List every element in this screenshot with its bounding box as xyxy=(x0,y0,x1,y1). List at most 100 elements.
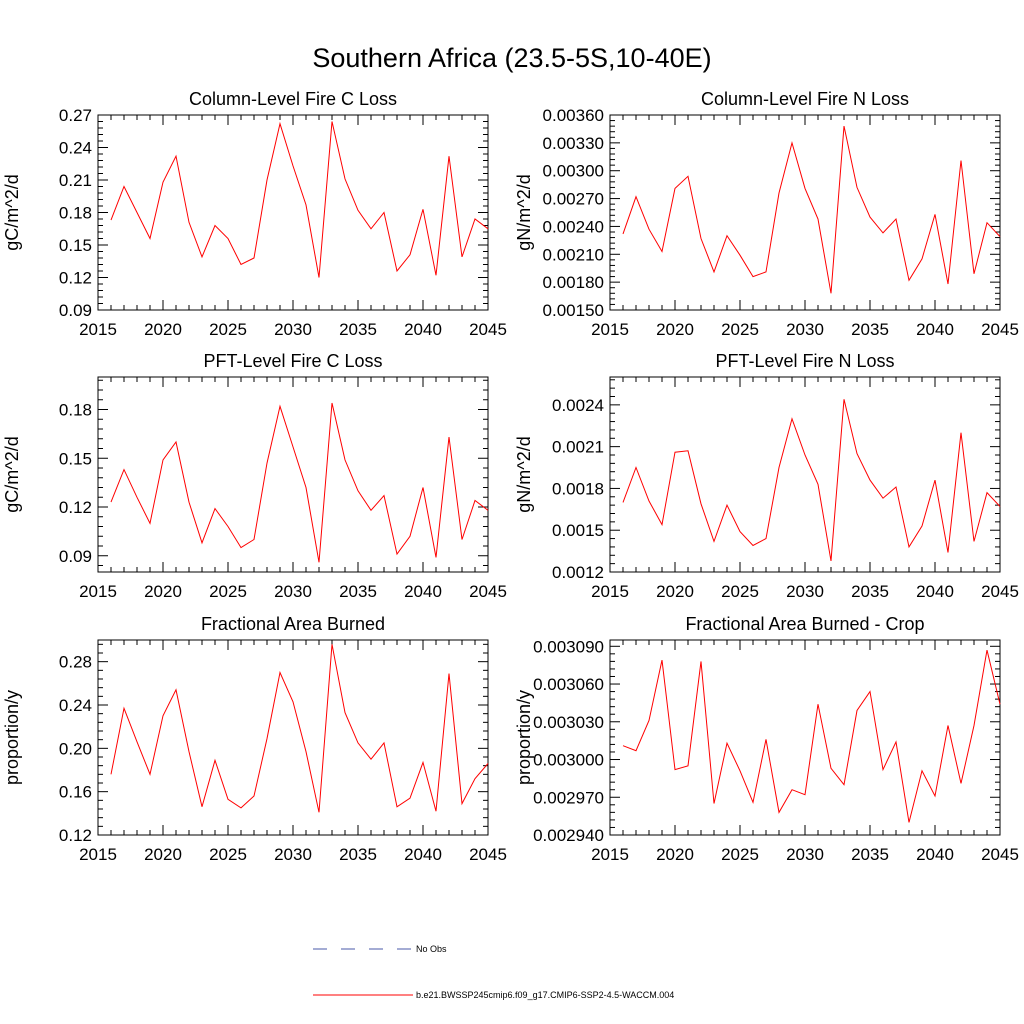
x-tick-label: 2025 xyxy=(721,845,759,864)
plot-frame xyxy=(97,376,489,573)
x-tick-label: 2030 xyxy=(274,582,312,601)
legend: No Obs b.e21.BWSSP245cmip6.f09_g17.CMIP6… xyxy=(313,944,674,1000)
chart-panel-4: PFT-Level Fire N Loss gN/m^2/d 2015 2020 202… xyxy=(514,351,1019,601)
y-tick-label: 0.09 xyxy=(59,547,92,566)
x-tick-label: 2040 xyxy=(916,582,954,601)
x-tick-label: 2045 xyxy=(469,845,507,864)
plot-frame xyxy=(97,639,489,836)
y-tick-label: 0.15 xyxy=(59,236,92,255)
y-tick-label: 0.00300 xyxy=(543,162,604,181)
y-tick-label: 0.003060 xyxy=(533,675,604,694)
x-tick-label: 2030 xyxy=(786,582,824,601)
chart-panel-6: Fractional Area Burned - Crop proportion/… xyxy=(514,614,1019,864)
x-tick-label: 2035 xyxy=(339,845,377,864)
x-tick-label: 2040 xyxy=(404,320,442,339)
series-line xyxy=(622,125,1001,294)
y-tick-label: 0.12 xyxy=(59,826,92,845)
panel-title: PFT-Level Fire N Loss xyxy=(715,351,894,371)
x-tick-label: 2020 xyxy=(144,320,182,339)
x-tick-label: 2020 xyxy=(656,320,694,339)
y-tick-label: 0.18 xyxy=(59,401,92,420)
panel-title: Fractional Area Burned xyxy=(201,614,385,634)
figure-title: Southern Africa (23.5-5S,10-40E) xyxy=(312,43,711,73)
panel-title: Fractional Area Burned - Crop xyxy=(685,614,924,634)
y-axis-label: gC/m^2/d xyxy=(2,436,22,512)
y-axis-label: proportion/y xyxy=(2,690,22,785)
x-tick-label: 2040 xyxy=(916,320,954,339)
chart-panel-2: Column-Level Fire N Loss gN/m^2/d 2015 2020… xyxy=(514,89,1019,339)
y-tick-label: 0.002940 xyxy=(533,826,604,845)
y-axis-label: gC/m^2/d xyxy=(2,174,22,250)
x-tick-label: 2015 xyxy=(591,582,629,601)
x-tick-label: 2035 xyxy=(339,320,377,339)
y-tick-label: 0.00270 xyxy=(543,190,604,209)
x-tick-label: 2045 xyxy=(469,582,507,601)
y-axis-label: gN/m^2/d xyxy=(514,436,534,512)
y-tick-label: 0.00150 xyxy=(543,301,604,320)
x-tick-label: 2035 xyxy=(851,320,889,339)
x-tick-label: 2020 xyxy=(144,582,182,601)
x-tick-label: 2035 xyxy=(851,845,889,864)
y-tick-label: 0.00210 xyxy=(543,245,604,264)
x-tick-label: 2045 xyxy=(981,320,1019,339)
y-tick-label: 0.20 xyxy=(59,739,92,758)
panel-title: Column-Level Fire N Loss xyxy=(701,89,909,109)
y-tick-label: 0.28 xyxy=(59,653,92,672)
chart-panel-1: Column-Level Fire C Loss gC/m^2/d 2015 2020… xyxy=(2,89,507,339)
series-line xyxy=(110,402,489,563)
x-tick-label: 2030 xyxy=(786,320,824,339)
x-tick-label: 2040 xyxy=(404,582,442,601)
chart-panel-3: PFT-Level Fire C Loss gC/m^2/d 2015 2020 202… xyxy=(2,351,507,601)
plot-frame xyxy=(609,376,1001,573)
x-tick-label: 2025 xyxy=(721,582,759,601)
x-tick-label: 2015 xyxy=(79,320,117,339)
y-tick-label: 0.12 xyxy=(59,498,92,517)
series-line xyxy=(110,121,489,278)
y-tick-label: 0.00180 xyxy=(543,273,604,292)
legend-obs-label: No Obs xyxy=(416,944,447,954)
x-tick-label: 2040 xyxy=(404,845,442,864)
y-tick-label: 0.18 xyxy=(59,204,92,223)
y-tick-label: 0.09 xyxy=(59,301,92,320)
plot-frame xyxy=(609,639,1001,836)
series-line xyxy=(110,644,489,813)
x-tick-label: 2035 xyxy=(851,582,889,601)
y-axis-label: proportion/y xyxy=(514,690,534,785)
x-tick-label: 2030 xyxy=(786,845,824,864)
panel-grid: Column-Level Fire C Loss gC/m^2/d 2015 2020… xyxy=(2,89,1019,864)
y-tick-label: 0.24 xyxy=(59,139,92,158)
y-tick-label: 0.0021 xyxy=(552,438,604,457)
x-tick-label: 2030 xyxy=(274,320,312,339)
y-tick-label: 0.003000 xyxy=(533,751,604,770)
chart-panel-5: Fractional Area Burned proportion/y 2015 20… xyxy=(2,614,507,864)
x-tick-label: 2025 xyxy=(209,845,247,864)
x-tick-label: 2030 xyxy=(274,845,312,864)
y-tick-label: 0.00330 xyxy=(543,134,604,153)
y-tick-label: 0.0018 xyxy=(552,479,604,498)
x-tick-label: 2025 xyxy=(721,320,759,339)
x-tick-label: 2020 xyxy=(656,845,694,864)
y-tick-label: 0.00240 xyxy=(543,217,604,236)
x-tick-label: 2015 xyxy=(79,582,117,601)
legend-model-label: b.e21.BWSSP245cmip6.f09_g17.CMIP6-SSP2-4… xyxy=(416,990,674,1000)
y-tick-label: 0.24 xyxy=(59,696,92,715)
x-tick-label: 2045 xyxy=(981,845,1019,864)
series-line xyxy=(622,649,1001,823)
x-tick-label: 2020 xyxy=(144,845,182,864)
y-tick-label: 0.21 xyxy=(59,171,92,190)
y-tick-label: 0.27 xyxy=(59,106,92,125)
y-tick-label: 0.15 xyxy=(59,449,92,468)
series-line xyxy=(622,399,1001,561)
y-tick-label: 0.0012 xyxy=(552,563,604,582)
x-tick-label: 2045 xyxy=(469,320,507,339)
plot-frame xyxy=(609,114,1001,311)
x-tick-label: 2015 xyxy=(591,845,629,864)
x-tick-label: 2040 xyxy=(916,845,954,864)
x-tick-label: 2020 xyxy=(656,582,694,601)
panel-title: Column-Level Fire C Loss xyxy=(189,89,397,109)
x-tick-label: 2025 xyxy=(209,320,247,339)
x-tick-label: 2045 xyxy=(981,582,1019,601)
y-tick-label: 0.12 xyxy=(59,269,92,288)
x-tick-label: 2015 xyxy=(591,320,629,339)
